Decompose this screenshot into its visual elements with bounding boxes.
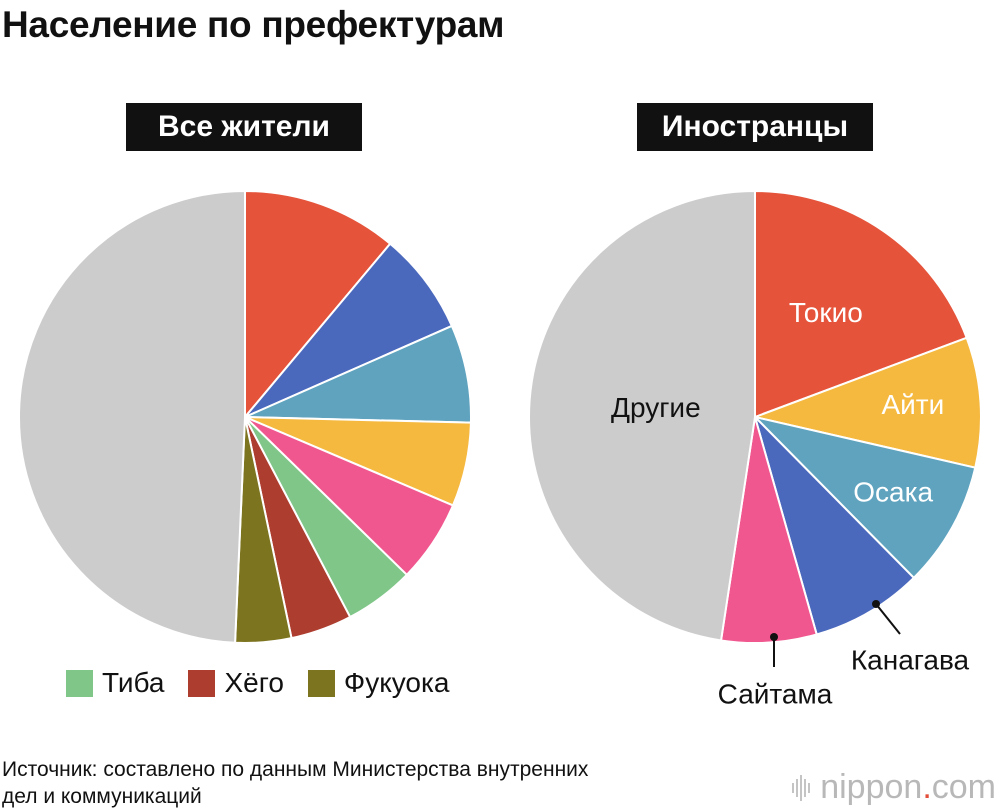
slice-label-kanagawa: Канагава <box>851 644 970 675</box>
legend-item-chiba: Тиба <box>66 667 164 699</box>
legend-item-hyogo: Хёго <box>188 667 284 699</box>
slice-label-saitama: Сайтама <box>718 678 833 709</box>
slice-label-osaka: Осака <box>853 476 933 507</box>
legend-swatch-chiba <box>66 669 93 697</box>
legend: Тиба Хёго Фукуока <box>66 667 473 699</box>
pie-title-all-residents: Все жители <box>126 103 362 151</box>
logo-bars-icon <box>792 774 812 801</box>
pie-slice-aichi <box>754 336 982 469</box>
slice-label-other: Другие <box>611 392 701 423</box>
legend-item-fukuoka: Фукуока <box>307 667 450 699</box>
pie-title-foreigners: Иностранцы <box>637 103 873 151</box>
pie-foreigners: Токио Айти Осака Канагава Сайтама Другие <box>528 190 982 709</box>
pie-slice-other <box>528 190 756 642</box>
source-line-1: Источник: составлено по данным Министерс… <box>2 758 589 781</box>
leader-line-kanagawa <box>875 603 901 635</box>
pie-slice-other <box>18 190 246 644</box>
legend-label-fukuoka: Фукуока <box>343 667 450 698</box>
logo-name: nippon <box>820 768 923 806</box>
pie-all-residents <box>18 190 472 644</box>
legend-swatch-fukuoka <box>307 669 335 697</box>
pie-slice-kanagawa <box>754 416 915 636</box>
leader-dot-saitama <box>770 633 778 641</box>
nippon-logo[interactable]: nippon. com <box>792 768 996 807</box>
legend-label-chiba: Тиба <box>102 667 165 698</box>
legend-label-hyogo: Хёго <box>224 667 284 698</box>
page-title: Население по префектурам <box>2 4 505 45</box>
source-note: Источник: составлено по данным Министерс… <box>2 756 722 810</box>
source-line-2: дел и коммуникаций <box>2 785 202 808</box>
pie-slice-tokyo <box>754 190 968 418</box>
leader-dot-kanagawa <box>872 600 880 608</box>
pie-slice-tokyo <box>244 190 392 418</box>
logo-suffix: com <box>931 768 996 806</box>
slice-label-aichi: Айти <box>881 389 944 420</box>
legend-swatch-hyogo <box>188 669 216 697</box>
slice-label-tokyo: Токио <box>789 297 863 328</box>
pie-slice-kanagawa <box>244 242 453 418</box>
logo-dot: . <box>922 768 932 806</box>
pie-slice-osaka <box>754 416 977 579</box>
